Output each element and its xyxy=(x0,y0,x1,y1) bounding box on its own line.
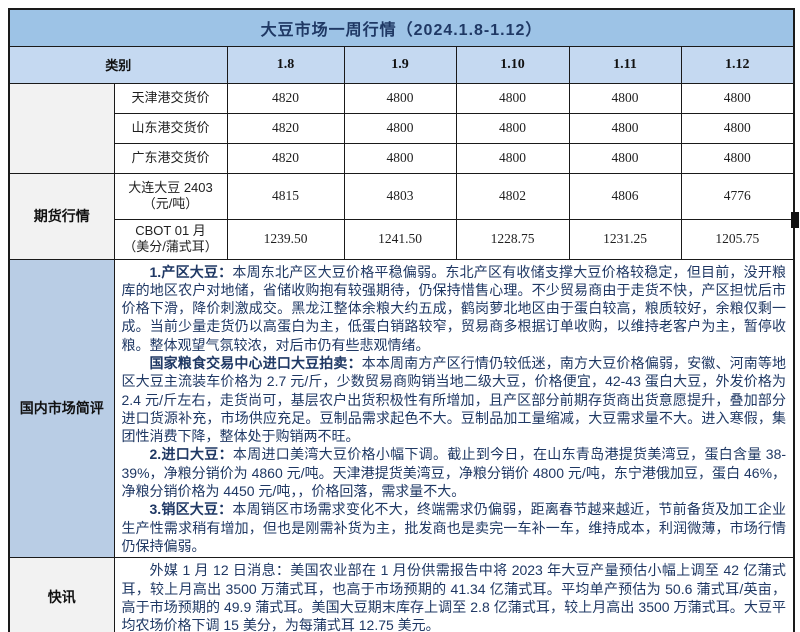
price-cell: 1228.75 xyxy=(455,218,570,260)
contract-unit: （元/吨） xyxy=(142,196,199,211)
price-cell: 1205.75 xyxy=(680,218,795,260)
date-header-1: 1.8 xyxy=(226,45,345,84)
price-cell: 4800 xyxy=(568,112,682,144)
price-cell: 1241.50 xyxy=(343,218,457,260)
news-section-label: 快讯 xyxy=(8,557,115,632)
price-cell: 4800 xyxy=(455,82,570,114)
news-text-cell: 外媒 1 月 12 日消息：美国农业部在 1 月份供需报告中将 2023 年大豆… xyxy=(113,557,795,632)
price-cell: 1239.50 xyxy=(226,218,345,260)
table-row-dalian-futures: 期货行情 大连大豆 2403 （元/吨） 4815 4803 4802 4806… xyxy=(8,172,795,260)
spot-section-spacer-cell xyxy=(8,82,115,174)
table-row-commentary: 国内市场简评 1.产区大豆：本周东北产区大豆价格平稳偏弱。东北产区有收储支撑大豆… xyxy=(8,258,795,559)
price-cell: 1231.25 xyxy=(568,218,682,260)
price-cell: 4815 xyxy=(226,172,345,220)
date-header-3: 1.10 xyxy=(455,45,570,84)
paragraph-lead: 3.销区大豆： xyxy=(149,501,233,518)
commentary-paragraph-auction: 国家粮食交易中心进口大豆拍卖：本本周南方产区行情仍较低迷，南方大豆价格偏弱，安徽… xyxy=(122,354,787,445)
paragraph-lead: 2.进口大豆： xyxy=(149,446,233,463)
date-header-4: 1.11 xyxy=(568,45,682,84)
date-header-2: 1.9 xyxy=(343,45,457,84)
table-row-news: 快讯 外媒 1 月 12 日消息：美国农业部在 1 月份供需报告中将 2023 … xyxy=(8,557,795,632)
price-cell: 4800 xyxy=(343,142,457,174)
contract-name: 大连大豆 2403 xyxy=(128,180,213,195)
commentary-paragraph-producing-area: 1.产区大豆：本周东北产区大豆价格平稳偏弱。东北产区有收储支撑大豆价格较稳定，但… xyxy=(122,263,787,354)
price-cell: 4800 xyxy=(343,112,457,144)
paragraph-text: 本周销区市场需求变化不大，终端需求仍偏弱，距离春节越来越近，节前备货及加工企业生… xyxy=(121,501,787,554)
price-cell: 4820 xyxy=(226,112,345,144)
price-cell: 4820 xyxy=(226,82,345,114)
commentary-paragraph-imported: 2.进口大豆：本周进口美湾大豆价格小幅下调。截止到今日，在山东青岛港提货美湾豆，… xyxy=(122,445,787,500)
row-label-guangdong: 广东港交货价 xyxy=(113,142,228,174)
row-label-tianjin: 天津港交货价 xyxy=(113,82,228,114)
paragraph-text: 本周东北产区大豆价格平稳偏弱。东北产区有收储支撑大豆价格较稳定，但目前，没开粮库… xyxy=(121,263,787,353)
paragraph-text: 外媒 1 月 12 日消息：美国农业部在 1 月份供需报告中将 2023 年大豆… xyxy=(121,562,787,632)
table-row-tianjin: 天津港交货价 4820 4800 4800 4800 4800 xyxy=(8,82,795,174)
price-cell: 4802 xyxy=(455,172,570,220)
commentary-text-cell: 1.产区大豆：本周东北产区大豆价格平稳偏弱。东北产区有收储支撑大豆价格较稳定，但… xyxy=(113,258,795,559)
row-label-shandong: 山东港交货价 xyxy=(113,112,228,144)
market-table: 大豆市场一周行情（2024.1.8-1.12） 类别 1.8 1.9 1.10 … xyxy=(8,8,796,632)
table-row-shandong: 山东港交货价 4820 4800 4800 4800 4800 xyxy=(9,112,795,144)
price-cell: 4800 xyxy=(455,142,570,174)
row-label-cbot: CBOT 01 月 （美分/蒲式耳） xyxy=(113,218,228,260)
paragraph-text: 本本周南方产区行情仍较低迷，南方大豆价格偏弱，安徽、河南等地区大豆主流装车价格为… xyxy=(121,354,787,445)
paragraph-lead: 1.产区大豆： xyxy=(149,263,233,280)
price-cell: 4803 xyxy=(343,172,457,220)
price-cell: 4800 xyxy=(568,142,682,174)
category-header-cell: 类别 xyxy=(8,45,228,84)
contract-name: CBOT 01 月 xyxy=(135,223,206,238)
price-cell: 4800 xyxy=(680,142,795,174)
futures-section-label: 期货行情 xyxy=(8,172,115,260)
price-cell: 4806 xyxy=(568,172,682,220)
table-row-cbot-futures: CBOT 01 月 （美分/蒲式耳） 1239.50 1241.50 1228.… xyxy=(9,218,795,260)
table-header-row: 类别 1.8 1.9 1.10 1.11 1.12 xyxy=(8,45,795,84)
table-row-guangdong: 广东港交货价 4820 4800 4800 4800 4800 xyxy=(9,142,795,174)
commentary-paragraph-sales-area: 3.销区大豆：本周销区市场需求变化不大，终端需求仍偏弱，距离春节越来越近，节前备… xyxy=(122,500,787,555)
price-cell: 4820 xyxy=(226,142,345,174)
price-cell: 4776 xyxy=(680,172,795,220)
price-cell: 4800 xyxy=(343,82,457,114)
contract-unit: （美分/蒲式耳） xyxy=(123,239,218,254)
news-paragraph: 外媒 1 月 12 日消息：美国农业部在 1 月份供需报告中将 2023 年大豆… xyxy=(122,561,787,632)
row-label-dalian: 大连大豆 2403 （元/吨） xyxy=(113,172,228,220)
paragraph-text: 本周进口美湾大豆价格小幅下调。截止到今日，在山东青岛港提货美湾豆，蛋白含量 38… xyxy=(121,446,787,500)
price-cell: 4800 xyxy=(680,82,795,114)
commentary-section-label: 国内市场简评 xyxy=(8,258,115,559)
right-edge-selection-handle xyxy=(791,212,799,228)
price-cell: 4800 xyxy=(680,112,795,144)
page-title: 大豆市场一周行情（2024.1.8-1.12） xyxy=(8,8,795,47)
paragraph-lead: 国家粮食交易中心进口大豆拍卖： xyxy=(149,354,362,371)
price-cell: 4800 xyxy=(568,82,682,114)
price-cell: 4800 xyxy=(455,112,570,144)
table-title-row: 大豆市场一周行情（2024.1.8-1.12） xyxy=(8,8,795,47)
date-header-5: 1.12 xyxy=(680,45,795,84)
